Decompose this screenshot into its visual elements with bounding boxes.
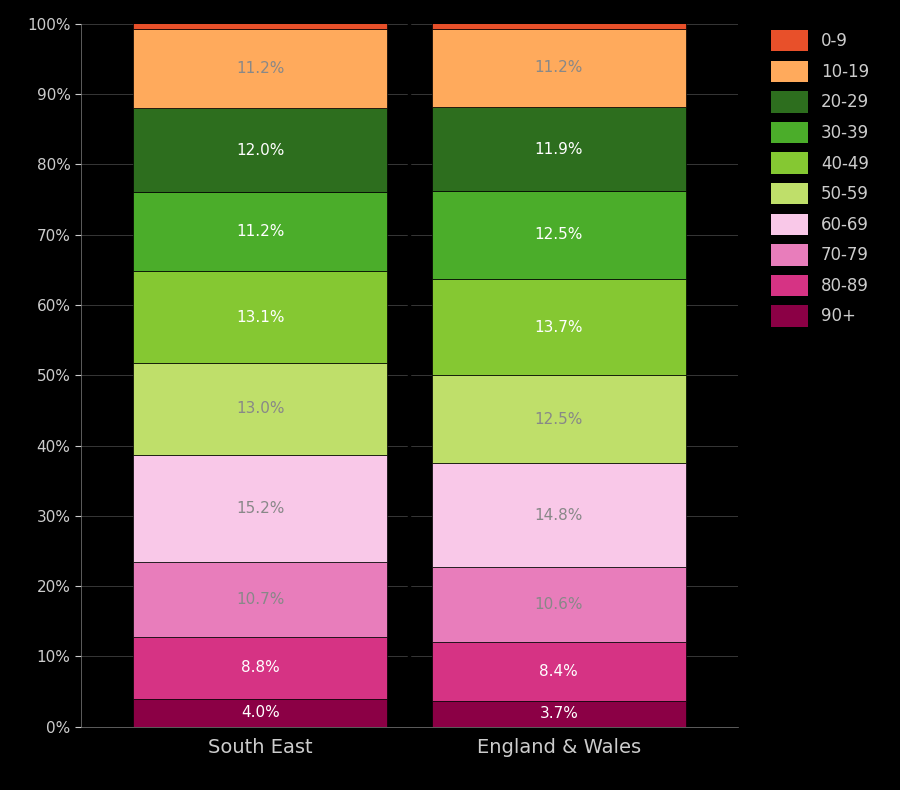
Text: 15.2%: 15.2% (236, 501, 284, 516)
Text: 11.2%: 11.2% (236, 61, 284, 76)
Text: 8.4%: 8.4% (539, 664, 578, 679)
Bar (133, 193, 387, 271)
Text: 12.0%: 12.0% (236, 143, 284, 158)
Bar (133, 637, 387, 698)
Text: 10.6%: 10.6% (535, 597, 583, 612)
Bar (432, 191, 686, 279)
Text: 11.2%: 11.2% (236, 224, 284, 239)
Text: 14.8%: 14.8% (535, 508, 583, 523)
Bar (133, 29, 387, 108)
Bar (432, 279, 686, 375)
Text: 11.9%: 11.9% (535, 141, 583, 156)
Text: 10.7%: 10.7% (236, 592, 284, 607)
Text: 13.0%: 13.0% (236, 401, 284, 416)
Text: 4.0%: 4.0% (241, 705, 280, 720)
Bar (133, 271, 387, 363)
Text: 13.7%: 13.7% (535, 320, 583, 335)
Bar (432, 641, 686, 701)
Bar (432, 463, 686, 567)
Bar (133, 455, 387, 562)
Bar (432, 701, 686, 727)
Bar (432, 375, 686, 463)
Text: 8.8%: 8.8% (241, 660, 280, 675)
Bar (432, 28, 686, 107)
Bar (133, 0, 387, 29)
Bar (133, 363, 387, 455)
Bar (133, 562, 387, 637)
Text: 12.5%: 12.5% (535, 412, 583, 427)
Bar (432, 567, 686, 641)
Text: 11.2%: 11.2% (535, 61, 583, 76)
Bar (432, 0, 686, 28)
Legend: 0-9, 10-19, 20-29, 30-39, 40-49, 50-59, 60-69, 70-79, 80-89, 90+: 0-9, 10-19, 20-29, 30-39, 40-49, 50-59, … (766, 25, 874, 332)
Bar (432, 107, 686, 191)
Text: 3.7%: 3.7% (539, 706, 579, 721)
Bar (133, 698, 387, 727)
Text: 12.5%: 12.5% (535, 228, 583, 243)
Bar (133, 108, 387, 193)
Text: 13.1%: 13.1% (236, 310, 284, 325)
